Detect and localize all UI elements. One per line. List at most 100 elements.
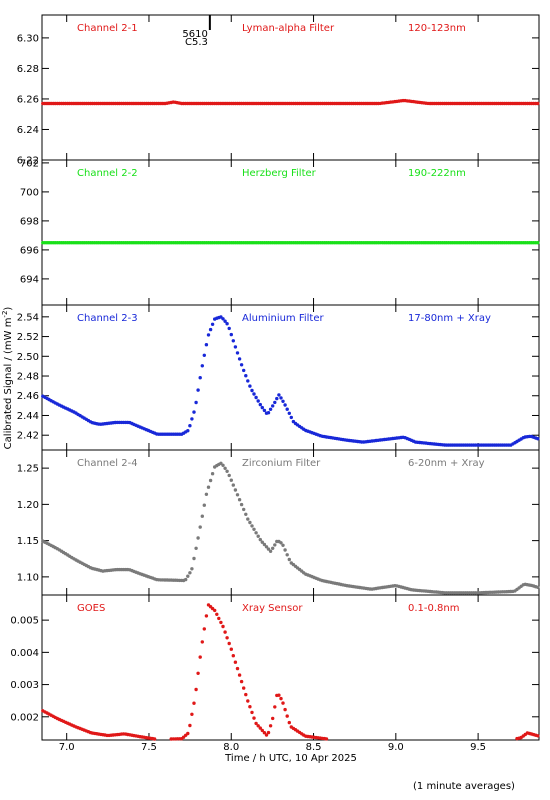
panels-layer: 6.22 6.24 6.26 6.28 6.30 Channel 2-1 Lyman-alp… — [10, 14, 540, 741]
data-point — [196, 388, 200, 392]
data-point — [204, 343, 209, 347]
y-tick-label: 1.10 — [17, 572, 39, 583]
data-point — [229, 332, 233, 337]
data-point — [204, 492, 209, 496]
data-point — [264, 545, 269, 549]
y-axis-label: Calibrated Signal / (mW m-2) — [1, 307, 14, 450]
data-point — [239, 679, 244, 684]
panel-5: 0.002 0.003 0.004 0.005 GOES Xray Sensor 0.1-0… — [10, 594, 540, 741]
data-point — [198, 655, 202, 659]
data-point — [221, 317, 225, 321]
panel-band-label: 17-80nm + Xray — [408, 313, 491, 324]
data-point — [275, 396, 279, 401]
data-point — [264, 733, 269, 737]
y-tick-label: 1.15 — [17, 536, 39, 547]
panel-3: 2.42 2.44 2.46 2.48 2.50 2.52 2.54 Channel 2-3 A… — [17, 304, 540, 451]
y-tick-label: 700 — [20, 187, 39, 198]
data-point — [283, 548, 287, 552]
data-point — [266, 730, 271, 735]
data-point — [192, 556, 196, 561]
data-point — [256, 534, 260, 538]
data-point — [152, 737, 157, 741]
data-point — [250, 524, 254, 528]
data-point — [225, 469, 229, 473]
panel-band-label: 120-123nm — [408, 23, 466, 34]
data-point — [219, 620, 223, 625]
panel-band-label: 0.1-0.8nm — [408, 603, 460, 614]
data-point — [237, 498, 242, 502]
data-point — [536, 241, 540, 245]
data-point — [184, 577, 188, 582]
y-tick-label: 2.48 — [17, 372, 39, 383]
data-point — [266, 411, 271, 415]
data-point — [260, 540, 264, 544]
panel-frame — [41, 594, 540, 741]
flare-marker-class: C5.3 — [185, 37, 208, 48]
data-point — [268, 549, 273, 553]
data-point — [206, 485, 211, 489]
data-point — [258, 726, 262, 730]
data-point — [289, 415, 293, 420]
data-point — [221, 463, 225, 467]
data-point — [262, 731, 267, 735]
data-point — [246, 379, 250, 383]
data-point — [188, 571, 192, 575]
data-point — [536, 585, 540, 589]
y-tick-label: 0.002 — [10, 712, 39, 723]
panel-filter-label: Xray Sensor — [242, 603, 303, 614]
data-point — [186, 574, 190, 578]
data-point — [223, 466, 227, 470]
data-point — [536, 101, 540, 106]
x-axis: 7.0 7.5 8.0 8.5 9.0 9.5 — [59, 742, 486, 753]
data-point — [285, 714, 289, 718]
panel-2: 694 696 698 700 702 Channel 2-2 Herzberg Filte… — [20, 158, 540, 306]
flare-marker: 5610 C5.3 — [182, 15, 211, 48]
data-point — [213, 608, 217, 613]
data-point — [248, 520, 252, 525]
panel-4: 1.10 1.15 1.20 1.25 Channel 2-4 Zirconium Fil… — [17, 449, 540, 596]
data-point — [198, 376, 202, 380]
data-point — [233, 488, 238, 492]
data-point — [324, 737, 329, 741]
x-tick-label: 8.0 — [223, 742, 239, 753]
data-point — [244, 512, 248, 516]
data-point — [242, 686, 246, 690]
data-point — [190, 712, 194, 716]
data-point — [192, 701, 196, 705]
data-point — [227, 641, 231, 646]
y-tick-label: 1.25 — [17, 464, 39, 475]
data-point — [202, 353, 206, 357]
y-tick-label: 702 — [20, 158, 39, 169]
data-point — [536, 437, 540, 441]
panel-channel-label: Channel 2-1 — [77, 23, 138, 34]
data-point — [271, 546, 275, 550]
x-tick-label: 7.5 — [141, 742, 157, 753]
data-point — [268, 407, 273, 411]
data-point — [254, 531, 258, 535]
y-tick-label: 0.003 — [10, 680, 39, 691]
data-point — [186, 731, 190, 736]
data-point — [273, 705, 277, 709]
data-point — [266, 547, 271, 551]
y-tick-label: 0.004 — [10, 648, 39, 659]
data-point — [277, 393, 281, 397]
y-tick-label: 696 — [20, 245, 39, 256]
panel-1: 6.22 6.24 6.26 6.28 6.30 Channel 2-1 Lyman-alp… — [17, 14, 540, 167]
data-point — [281, 701, 285, 705]
data-point — [227, 473, 231, 478]
data-point — [285, 553, 289, 557]
data-point — [258, 537, 262, 542]
data-point — [206, 333, 211, 337]
data-point — [271, 716, 275, 721]
y-tick-label: 6.28 — [17, 64, 39, 75]
data-point — [254, 721, 258, 726]
data-point — [262, 408, 267, 413]
y-tick-label: 6.26 — [17, 94, 39, 105]
data-point — [188, 723, 192, 728]
data-point — [210, 322, 215, 326]
data-point — [190, 567, 194, 571]
data-point — [287, 411, 291, 415]
x-axis-label: Time / h UTC, 10 Apr 2025 — [224, 753, 357, 764]
data-point — [202, 627, 206, 631]
